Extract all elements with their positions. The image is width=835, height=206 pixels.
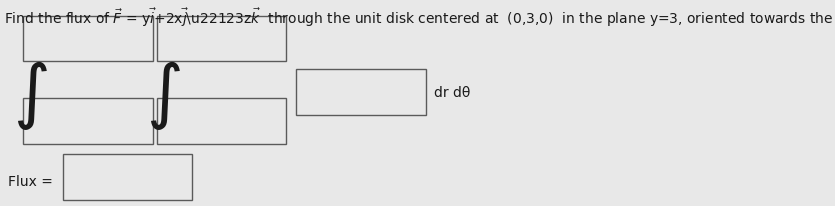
FancyBboxPatch shape	[157, 99, 286, 144]
FancyBboxPatch shape	[296, 70, 426, 115]
FancyBboxPatch shape	[23, 16, 153, 62]
FancyBboxPatch shape	[23, 99, 153, 144]
Text: Find the flux of $\vec{F}$ = y$\vec{i}$+2x$\vec{j}$\u22123z$\vec{k}$  through th: Find the flux of $\vec{F}$ = y$\vec{i}$+…	[4, 6, 835, 29]
Text: Flux =: Flux =	[8, 174, 53, 188]
FancyBboxPatch shape	[63, 154, 192, 200]
Text: $\int$: $\int$	[146, 59, 181, 131]
Text: dr dθ: dr dθ	[434, 86, 471, 100]
FancyBboxPatch shape	[157, 16, 286, 62]
Text: $\int$: $\int$	[13, 59, 48, 131]
